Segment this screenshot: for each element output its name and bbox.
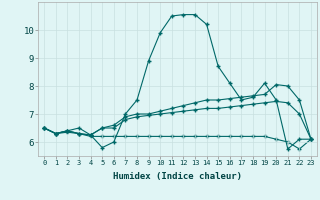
X-axis label: Humidex (Indice chaleur): Humidex (Indice chaleur) <box>113 172 242 181</box>
